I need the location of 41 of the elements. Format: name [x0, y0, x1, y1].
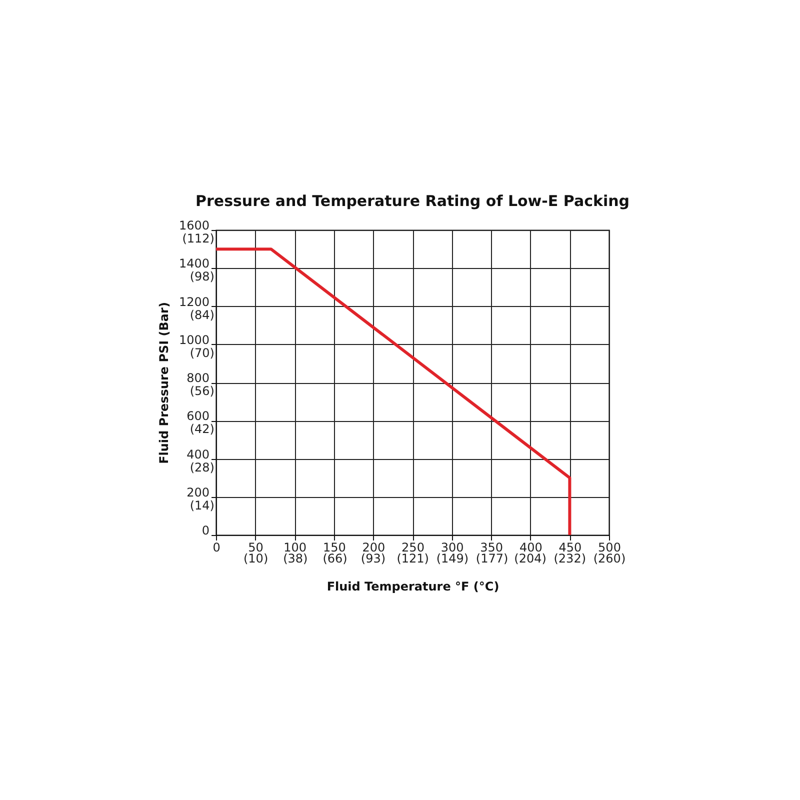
y2-tick-label: (42): [190, 422, 214, 436]
x2-tick-label: (232): [554, 552, 586, 566]
x-tick-label: 450: [558, 540, 582, 554]
x-tick-label: 0: [212, 540, 220, 554]
y-tick-label: 0: [202, 524, 210, 538]
y2-tick-label: (28): [190, 460, 214, 474]
y2-tick-label: (56): [190, 384, 214, 398]
x2-tick-label: (93): [360, 552, 386, 566]
x2-tick-label: (149): [436, 552, 469, 566]
x2-tick-label: (38): [283, 552, 308, 566]
x-tick-label: 250: [402, 540, 424, 554]
x-tick-label: 50: [248, 540, 264, 554]
x2-tick-label: (204): [514, 552, 546, 566]
y-axis-title: Fluid Pressure PSI (Bar): [156, 302, 171, 464]
x2-tick-label: (177): [476, 552, 508, 566]
x-tick-label: 200: [362, 540, 386, 554]
y2-tick-label: (70): [190, 346, 214, 360]
x2-tick-label: (260): [593, 552, 626, 566]
x-tick-label: 350: [480, 540, 504, 554]
y-tick-label: 1200: [178, 294, 210, 309]
y-tick-label: 1400: [178, 256, 210, 271]
y-tick-label: 1000: [178, 332, 210, 347]
y-tick-label: 800: [186, 371, 210, 385]
chart-title: Pressure and Temperature Rating of Low-E Packing: [196, 192, 630, 210]
x2-tick-label: (121): [396, 552, 429, 566]
y2-tick-label: (84): [190, 308, 214, 322]
x-tick-label: 500: [598, 540, 621, 554]
x2-tick-label: (66): [322, 552, 348, 566]
x-axis-title: Fluid Temperature °F (°C): [326, 580, 500, 594]
y-tick-label: 600: [186, 409, 210, 424]
x-tick-label: 100: [284, 540, 307, 554]
x2-tick-label: (10): [243, 552, 268, 566]
y2-tick-label: (112): [182, 232, 214, 246]
x-tick-label: 400: [519, 540, 542, 554]
x-tick-label: 150: [322, 540, 346, 554]
x-tick-label: 300: [440, 540, 464, 554]
y2-tick-label: (98): [190, 270, 214, 284]
y2-tick-label: (14): [190, 498, 214, 512]
y-tick-label: 200: [186, 485, 210, 500]
y-tick-label: 400: [186, 447, 210, 462]
y-tick-label: 1600: [178, 218, 210, 232]
